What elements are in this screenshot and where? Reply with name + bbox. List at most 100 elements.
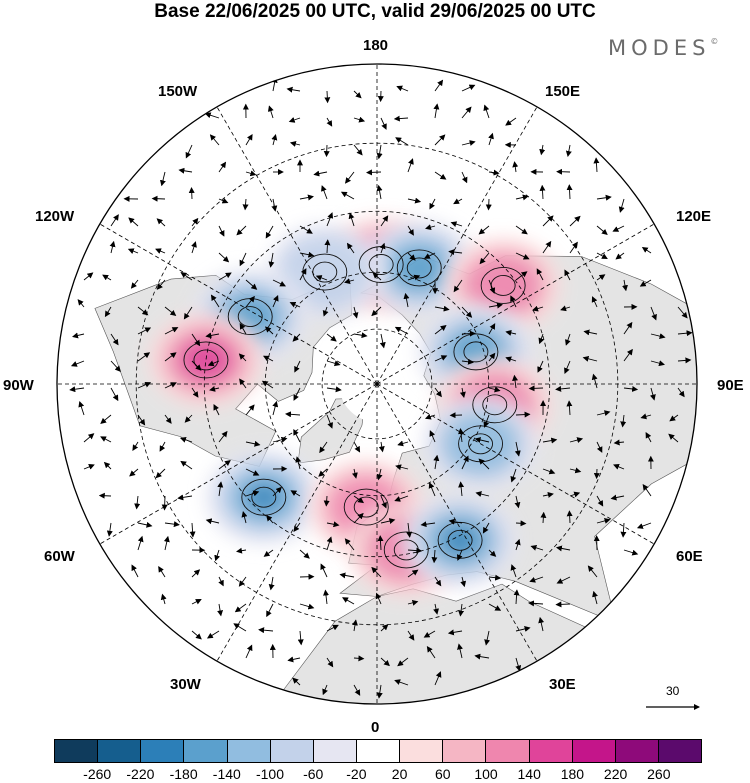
wind-arrow: [622, 279, 628, 292]
wind-arrow: [267, 105, 274, 119]
wind-arrow: [456, 549, 463, 561]
colorbar-segment: [140, 740, 184, 762]
wind-arrow: [70, 360, 85, 367]
wind-arrow: [132, 441, 139, 451]
wind-arrow: [536, 268, 544, 281]
wind-arrow: [488, 603, 502, 611]
wind-arrow: [677, 306, 688, 319]
colorbar-tick-label: -140: [212, 766, 241, 782]
wind-arrow: [510, 295, 517, 308]
wind-arrow: [434, 171, 447, 180]
wind-arrow: [515, 194, 529, 201]
anomaly-blob: [205, 449, 322, 545]
wind-arrow: [668, 433, 679, 443]
wind-arrow: [340, 191, 355, 200]
wind-arrow: [315, 275, 328, 281]
wind-arrow: [429, 430, 436, 443]
wind-arrow: [515, 657, 522, 672]
wind-arrow: [130, 279, 139, 289]
wind-arrow: [163, 535, 170, 551]
wind-arrow: [475, 491, 490, 498]
wind-arrow: [650, 306, 657, 321]
wind-arrow: [488, 302, 503, 309]
wind-arrow: [191, 360, 202, 371]
wind-arrow: [294, 360, 301, 373]
wind-arrow: [474, 653, 490, 660]
wind-arrow: [323, 144, 330, 158]
wind-arrow: [189, 522, 196, 538]
wind-arrow: [326, 536, 333, 551]
wind-arrow: [514, 495, 521, 509]
colorbar-segment: [399, 740, 443, 762]
wind-arrow: [376, 184, 383, 200]
wind-arrow: [510, 468, 517, 483]
wind-arrow: [623, 348, 633, 362]
wind-arrow: [191, 630, 202, 640]
wind-arrow: [217, 481, 224, 497]
height-contour: [447, 529, 473, 551]
wind-arrow: [515, 626, 531, 632]
wind-arrow: [434, 355, 448, 362]
height-contour: [237, 306, 263, 328]
lon-label-60e: 60E: [676, 548, 703, 565]
reference-vector-label: 30: [666, 684, 680, 698]
wind-arrow: [159, 171, 166, 187]
wind-arrow: [285, 411, 301, 418]
wind-arrow: [569, 241, 578, 254]
lon-label-90w: 90W: [3, 377, 34, 394]
wind-arrow: [406, 522, 413, 538]
wind-arrow: [185, 144, 193, 159]
wind-arrow: [326, 360, 341, 367]
wind-arrow: [505, 356, 517, 363]
wind-arrow: [555, 601, 571, 608]
colorbar-tick-label: 20: [391, 766, 408, 782]
colorbar-tick-label: -260: [83, 766, 112, 782]
wind-arrow: [433, 454, 440, 470]
colorbar-tick-label: 100: [474, 766, 498, 782]
wind-arrow: [677, 330, 693, 337]
wind-arrow: [241, 511, 248, 524]
wind-arrow: [180, 460, 193, 470]
wind-arrow: [540, 511, 547, 524]
wind-arrow: [218, 576, 224, 587]
colorbar-tick-label: -100: [255, 766, 285, 782]
wind-arrow: [434, 324, 447, 335]
wind-arrow: [566, 400, 573, 416]
wind-arrow: [245, 295, 255, 308]
wind-arrow: [510, 564, 517, 578]
wind-arrow: [326, 521, 340, 528]
wind-arrow: [407, 630, 415, 641]
wind-arrow: [478, 458, 490, 470]
wind-arrow: [636, 522, 652, 529]
wind-arrow: [429, 198, 436, 210]
wind-arrow: [433, 603, 439, 615]
wind-arrow: [458, 428, 464, 443]
lon-label-30e: 30E: [549, 676, 576, 693]
wind-arrow: [592, 590, 598, 605]
wind-arrow: [218, 459, 231, 470]
wind-arrow: [129, 468, 139, 477]
colorbar-ticks: -260 -220 -180 -140 -100 -60 -20 20 60 100 140 180 2…: [0, 766, 750, 783]
wind-arrow: [488, 574, 502, 581]
wind-arrow: [538, 333, 545, 345]
colorbar-segment: [269, 740, 313, 762]
height-contour: [396, 249, 442, 287]
wind-arrow: [569, 437, 584, 443]
colorbar-tick-label: -20: [346, 766, 367, 782]
wind-arrow: [434, 671, 442, 686]
wind-arrow: [372, 272, 382, 281]
wind-arrow: [299, 251, 315, 258]
wind-arrow: [645, 432, 652, 443]
colorbar-segment: [355, 740, 400, 762]
wind-arrow: [650, 333, 666, 340]
wind-arrow: [529, 576, 544, 583]
wind-arrow: [537, 360, 544, 373]
height-contour: [353, 496, 379, 518]
wind-arrow: [623, 385, 639, 392]
wind-arrow: [353, 332, 368, 339]
wind-arrow: [505, 117, 517, 126]
wind-arrow: [245, 468, 260, 476]
wind-arrow: [323, 589, 329, 605]
wind-arrow: [137, 521, 153, 528]
